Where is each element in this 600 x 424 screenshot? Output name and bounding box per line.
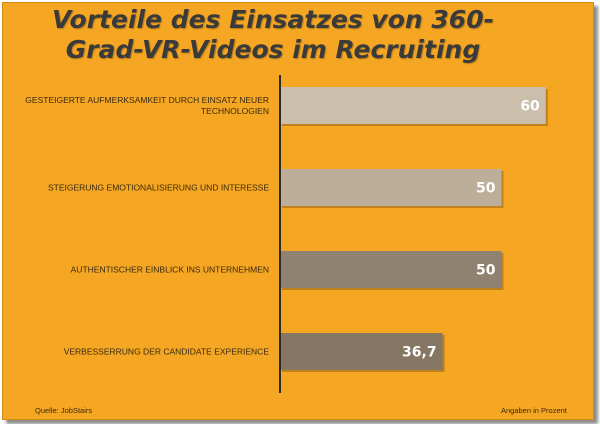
bar-2 xyxy=(280,169,502,206)
category-label-3: AUTHENTISCHER EINBLICK INS UNTERNEHMEN xyxy=(71,265,269,275)
unit-note: Angaben in Prozent xyxy=(501,406,567,415)
bar-chart: 60 GESTEIGERTE AUFMERKSAMKEIT DURCH EINSA… xyxy=(25,75,548,393)
bar-4 xyxy=(280,333,443,370)
category-label-4: VERBESSERRUNG DER CANDIDATE EXPERIENCE xyxy=(64,347,270,357)
value-label-3: 50 xyxy=(476,263,496,279)
category-label-1-line-2: TECHNOLOGIEN xyxy=(201,106,269,116)
category-label-2: STEIGERUNG EMOTIONALISIERUNG UND INTERES… xyxy=(48,183,269,193)
chart-frame: Vorteile des Einsatzes von 360- Grad-VR-… xyxy=(2,2,594,420)
value-label-4: 36,7 xyxy=(402,345,437,361)
chart-title-line-2: Grad-VR-Videos im Recruiting xyxy=(65,35,481,64)
value-label-2: 50 xyxy=(476,181,496,197)
source-note: Quelle: JobStairs xyxy=(35,406,93,415)
chart-title: Vorteile des Einsatzes von 360- Grad-VR-… xyxy=(3,5,543,65)
bar-3 xyxy=(280,251,502,288)
category-label-1-line-1: GESTEIGERTE AUFMERKSAMKEIT DURCH EINSATZ… xyxy=(25,95,269,105)
chart-title-line-1: Vorteile des Einsatzes von 360- xyxy=(52,5,494,34)
bar-1 xyxy=(280,87,546,124)
value-label-1: 60 xyxy=(520,99,540,115)
